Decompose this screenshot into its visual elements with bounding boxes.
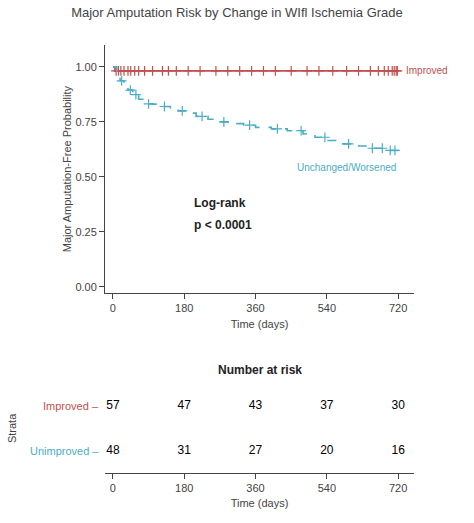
svg-text:180: 180 xyxy=(175,482,193,494)
svg-text:360: 360 xyxy=(246,482,264,494)
svg-text:37: 37 xyxy=(320,398,334,412)
svg-text:Improved –: Improved – xyxy=(43,400,99,412)
svg-text:43: 43 xyxy=(249,398,263,412)
svg-text:180: 180 xyxy=(175,302,193,314)
svg-text:Major Amputation-Free Probabil: Major Amputation-Free Probability xyxy=(61,85,73,252)
svg-text:1.00: 1.00 xyxy=(75,61,96,73)
svg-text:48: 48 xyxy=(106,443,120,457)
svg-text:31: 31 xyxy=(178,443,192,457)
svg-text:30: 30 xyxy=(391,398,405,412)
svg-text:0.50: 0.50 xyxy=(75,171,96,183)
svg-text:Major Amputation Risk by Chang: Major Amputation Risk by Change in WIfl … xyxy=(71,5,403,20)
svg-text:Unchanged/Worsened: Unchanged/Worsened xyxy=(297,162,396,173)
svg-text:Time (days): Time (days) xyxy=(231,318,289,330)
svg-text:0.25: 0.25 xyxy=(75,226,96,238)
svg-text:0.75: 0.75 xyxy=(75,116,96,128)
svg-text:0.00: 0.00 xyxy=(75,281,96,293)
svg-text:20: 20 xyxy=(320,443,334,457)
svg-text:27: 27 xyxy=(249,443,263,457)
svg-text:720: 720 xyxy=(389,482,407,494)
svg-text:57: 57 xyxy=(106,398,120,412)
svg-text:Strata: Strata xyxy=(6,413,18,443)
svg-text:Log-rank: Log-rank xyxy=(194,196,246,210)
svg-text:720: 720 xyxy=(389,302,407,314)
svg-text:16: 16 xyxy=(391,443,405,457)
svg-text:Improved: Improved xyxy=(406,65,448,76)
svg-text:Time (days): Time (days) xyxy=(231,497,289,509)
svg-text:540: 540 xyxy=(318,302,336,314)
svg-text:540: 540 xyxy=(318,482,336,494)
svg-text:p < 0.0001: p < 0.0001 xyxy=(194,218,252,232)
svg-text:360: 360 xyxy=(246,302,264,314)
svg-text:0: 0 xyxy=(110,302,116,314)
svg-text:Number at risk: Number at risk xyxy=(218,363,302,377)
svg-text:47: 47 xyxy=(178,398,192,412)
svg-text:0: 0 xyxy=(110,482,116,494)
svg-text:Unimproved –: Unimproved – xyxy=(30,445,99,457)
